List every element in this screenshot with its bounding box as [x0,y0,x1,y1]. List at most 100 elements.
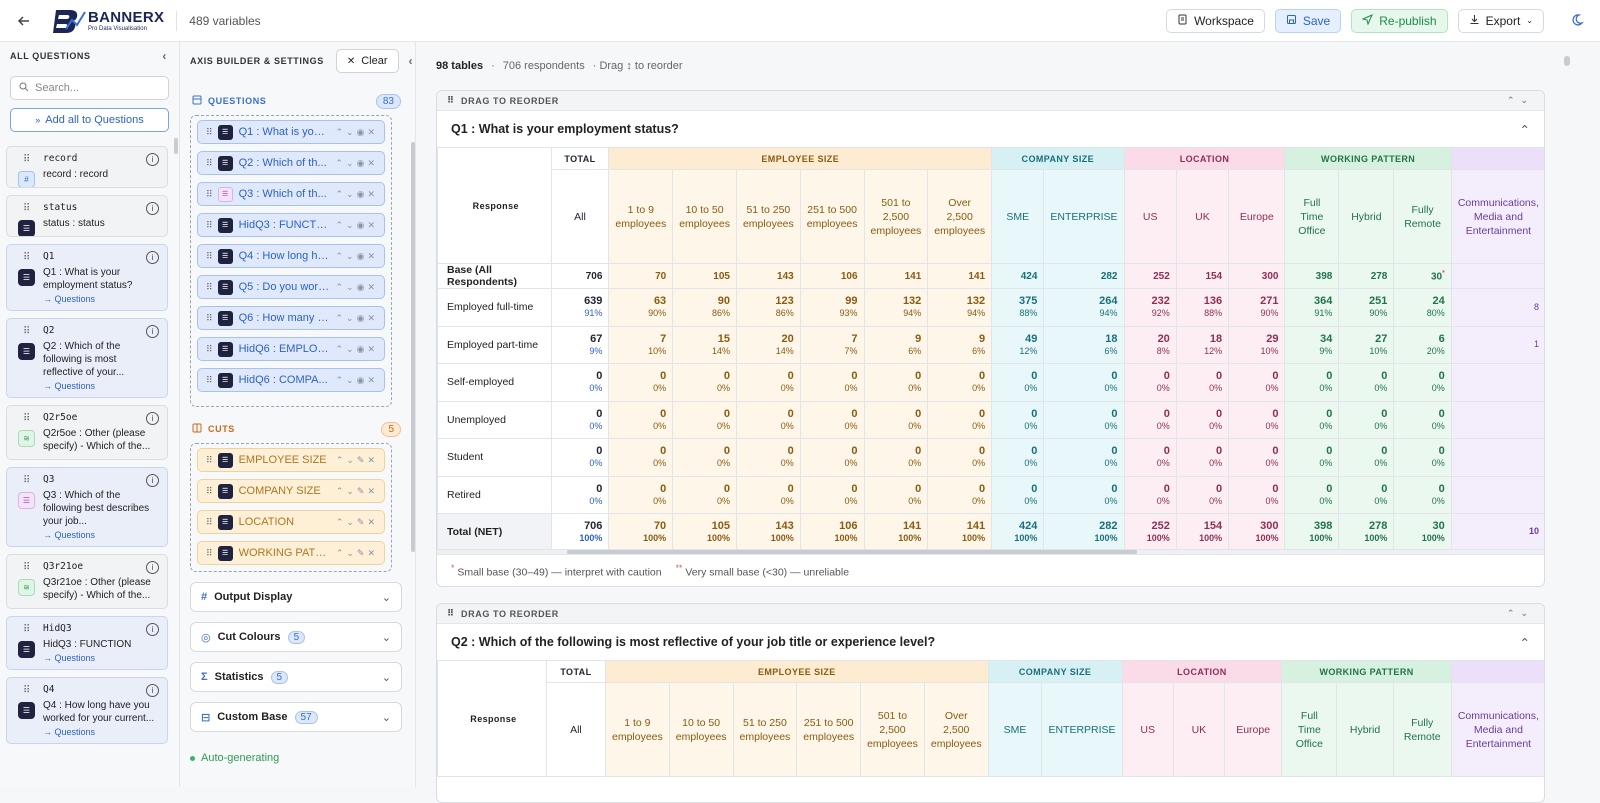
theme-toggle-icon[interactable] [1570,13,1586,29]
question-card[interactable]: ⠿ ☰ HidQ3 HidQ3 : FUNCTION → Questions i [6,616,168,670]
info-icon[interactable]: i [146,684,159,697]
question-chip[interactable]: ⠿ ☰ Q6 : How many e... ⌃⌄◉✕ [197,306,385,330]
question-card[interactable]: ⠿ # record record : record i [6,146,168,188]
chevron-up-icon[interactable]: ⌃ [1519,635,1530,650]
cut-chip[interactable]: ⠿ ☰ COMPANY SIZE ⌃⌄✎✕ [197,479,385,503]
question-link[interactable]: → Questions [43,653,96,663]
back-arrow-icon[interactable] [16,13,32,29]
drag-grip-icon[interactable]: ⠿ [23,685,30,696]
brand-logo[interactable]: BANNERX Pro Data Visualisation [50,6,164,36]
drag-grip-icon[interactable]: ⠿ [206,485,213,496]
chip-actions-icon[interactable]: ⌃⌄✎✕ [335,516,378,527]
chip-actions-icon[interactable]: ⌃⌄◉✕ [335,188,378,199]
chip-actions-icon[interactable]: ⌃⌄✎✕ [335,547,378,558]
question-card[interactable]: ⠿ ☰ Q4 Q4 : How long have you worked for yo… [6,677,168,744]
drag-grip-icon[interactable]: ⠿ [206,126,213,137]
drag-grip-icon[interactable]: ⠿ [23,326,30,337]
move-arrows-icon[interactable]: ⌃⌄ [1506,608,1534,618]
question-card[interactable]: ⠿ ≋ Q3r21oe Q3r21oe : Other (please specify… [6,554,168,609]
chevron-up-icon[interactable]: ⌃ [1519,122,1530,137]
info-icon[interactable]: i [146,561,159,574]
info-icon[interactable]: i [146,623,159,636]
chip-actions-icon[interactable]: ⌃⌄◉✕ [335,281,378,292]
chip-actions-icon[interactable]: ⌃⌄◉✕ [335,157,378,168]
chip-actions-icon[interactable]: ⌃⌄◉✕ [335,312,378,323]
question-chip[interactable]: ⠿ ☰ HidQ6 : COMPA... ⌃⌄◉✕ [197,368,385,392]
question-card[interactable]: ⠿ ☰ Q3 Q3 : Which of the following best des… [6,467,168,547]
accordion-custom-base[interactable]: ⊟ Custom Base 57 ⌄ [190,702,402,732]
chip-actions-icon[interactable]: ⌃⌄◉✕ [335,343,378,354]
question-link[interactable]: → Questions [43,530,96,540]
clear-button[interactable]: ✕ Clear [335,49,399,73]
question-link[interactable]: → Questions [43,294,96,304]
question-card[interactable]: ⠿ ☰ Q2 Q2 : Which of the following is most … [6,318,168,398]
cuts-section-header[interactable]: CUTS 5 [180,419,415,439]
question-chip[interactable]: ⠿ ☰ Q3 : Which of th... ⌃⌄◉✕ [197,182,385,206]
info-icon[interactable]: i [146,474,159,487]
question-chip[interactable]: ⠿ ☰ HidQ6 : EMPLOY... ⌃⌄◉✕ [197,337,385,361]
cut-chip[interactable]: ⠿ ☰ WORKING PATTE... ⌃⌄✎✕ [197,541,385,565]
question-card[interactable]: ⠿ ≋ Q2r5oe Q2r5oe : Other (please specify) … [6,405,168,460]
scrollbar[interactable] [174,138,178,154]
drag-grip-icon[interactable]: ⠿ [206,250,213,261]
accordion-output-display[interactable]: # Output Display ⌄ [190,582,402,612]
info-icon[interactable]: i [146,153,159,166]
questions-dropzone[interactable]: ⠿ ☰ Q1 : What is your ... ⌃⌄◉✕ ⠿ ☰ Q2 : Which … [190,115,392,407]
drag-grip-icon[interactable]: ⠿ [23,154,30,165]
question-card[interactable]: ⠿ ☰ status status : status i [6,195,168,237]
scrollbar[interactable] [1564,56,1570,66]
drag-grip-icon[interactable]: ⠿ [206,157,213,168]
cut-chip[interactable]: ⠿ ☰ EMPLOYEE SIZE ⌃⌄✎✕ [197,448,385,472]
question-chip[interactable]: ⠿ ☰ HidQ3 : FUNCTION ⌃⌄◉✕ [197,213,385,237]
info-icon[interactable]: i [146,325,159,338]
question-chip[interactable]: ⠿ ☰ Q2 : Which of th... ⌃⌄◉✕ [197,151,385,175]
drag-grip-icon[interactable]: ⠿ [23,203,30,214]
table-title-bar[interactable]: Q1 : What is your employment status? ⌃ [437,111,1544,147]
drag-grip-icon[interactable]: ⠿ [206,312,213,323]
info-icon[interactable]: i [146,251,159,264]
drag-grip-icon[interactable]: ⠿ [206,454,213,465]
info-icon[interactable]: i [146,412,159,425]
drag-handle[interactable]: ⠿ DRAG TO REORDER ⌃⌄ [437,604,1544,624]
drag-grip-icon[interactable]: ⠿ [23,475,30,486]
drag-grip-icon[interactable]: ⠿ [206,547,213,558]
collapse-panel-icon[interactable]: ‹ [162,49,167,63]
drag-grip-icon[interactable]: ⠿ [23,562,30,573]
drag-grip-icon[interactable]: ⠿ [206,516,213,527]
accordion-statistics[interactable]: Σ Statistics 5 ⌄ [190,662,402,692]
accordion-cut-colours[interactable]: ◎ Cut Colours 5 ⌄ [190,622,402,652]
drag-grip-icon[interactable]: ⠿ [206,188,213,199]
question-link[interactable]: → Questions [43,381,96,391]
drag-handle[interactable]: ⠿ DRAG TO REORDER ⌃⌄ [437,91,1544,111]
search-input[interactable]: Search... [10,76,169,100]
chip-actions-icon[interactable]: ⌃⌄◉✕ [335,126,378,137]
add-all-button[interactable]: » Add all to Questions [10,108,169,132]
question-chip[interactable]: ⠿ ☰ Q4 : How long ha... ⌃⌄◉✕ [197,244,385,268]
drag-grip-icon[interactable]: ⠿ [23,624,30,635]
table-title-bar[interactable]: Q2 : Which of the following is most refl… [437,624,1544,660]
question-link[interactable]: → Questions [43,727,96,737]
question-chip[interactable]: ⠿ ☰ Q1 : What is your ... ⌃⌄◉✕ [197,120,385,144]
drag-grip-icon[interactable]: ⠿ [206,219,213,230]
cuts-dropzone[interactable]: ⠿ ☰ EMPLOYEE SIZE ⌃⌄✎✕ ⠿ ☰ COMPANY SIZE ⌃⌄✎✕ ⠿ ☰ L… [190,443,392,572]
chip-actions-icon[interactable]: ⌃⌄◉✕ [335,219,378,230]
drag-grip-icon[interactable]: ⠿ [206,374,213,385]
drag-grip-icon[interactable]: ⠿ [23,252,30,263]
chip-actions-icon[interactable]: ⌃⌄◉✕ [335,374,378,385]
drag-grip-icon[interactable]: ⠿ [206,281,213,292]
export-button[interactable]: Export ⌄ [1457,8,1544,33]
collapse-panel-icon[interactable]: ‹ [408,54,414,68]
scrollbar[interactable] [411,142,415,552]
chip-actions-icon[interactable]: ⌃⌄✎✕ [335,454,378,465]
drag-grip-icon[interactable]: ⠿ [23,413,30,424]
questions-section-header[interactable]: QUESTIONS 83 [180,91,415,111]
cut-chip[interactable]: ⠿ ☰ LOCATION ⌃⌄✎✕ [197,510,385,534]
chip-actions-icon[interactable]: ⌃⌄✎✕ [335,485,378,496]
chip-actions-icon[interactable]: ⌃⌄◉✕ [335,250,378,261]
info-icon[interactable]: i [146,202,159,215]
question-card[interactable]: ⠿ ☰ Q1 Q1 : What is your employment status?… [6,244,168,311]
save-button[interactable]: Save [1274,8,1342,33]
horizontal-scrollbar[interactable] [437,550,1544,554]
question-chip[interactable]: ⠿ ☰ Q5 : Do you work... ⌃⌄◉✕ [197,275,385,299]
move-arrows-icon[interactable]: ⌃⌄ [1506,95,1534,105]
